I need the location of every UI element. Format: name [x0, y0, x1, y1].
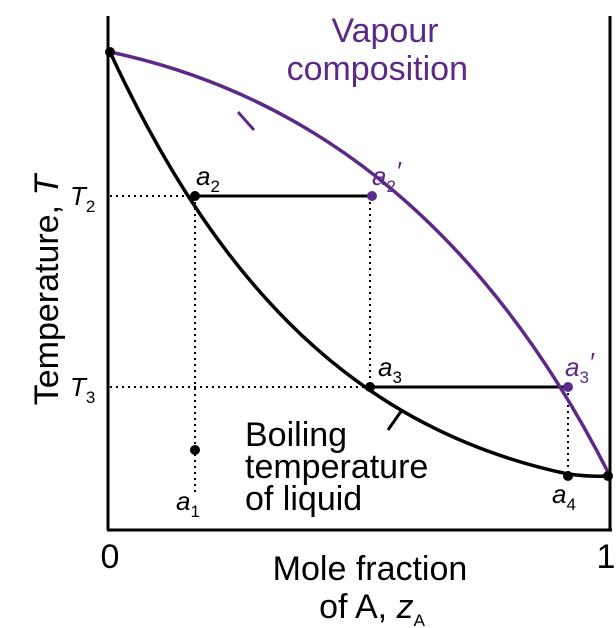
tie-lines: [195, 194, 568, 389]
subscript: 2: [386, 177, 395, 196]
prime: ′: [396, 156, 402, 186]
subscript: 3: [579, 368, 588, 387]
dot: [190, 191, 200, 201]
vapour-curve: [109, 50, 612, 477]
symbol: a: [176, 486, 190, 516]
symbol: a: [196, 161, 210, 191]
axes: [106, 16, 612, 532]
x-tick-label: 0: [101, 538, 120, 576]
symbol: T: [70, 181, 88, 211]
dot: [603, 471, 613, 481]
symbol: z: [396, 588, 414, 626]
point-label: a3′: [565, 347, 595, 387]
dot: [190, 445, 200, 455]
curve-label: composition: [287, 50, 468, 88]
point-label: a2: [196, 161, 220, 196]
dot: [367, 191, 377, 201]
y-tick-label: T3: [70, 372, 95, 407]
dot: [105, 47, 115, 57]
symbol: a: [378, 352, 392, 382]
subscript: 2: [86, 197, 95, 216]
guides: [110, 195, 569, 492]
dot: [365, 382, 375, 392]
y-axis-label: Temperature, T: [28, 173, 66, 406]
subscript: 1: [190, 502, 199, 521]
x-axis-label: Mole fraction: [273, 550, 468, 588]
curve-label: temperature: [245, 448, 428, 486]
subscript: 3: [392, 368, 401, 387]
point-label: a3: [378, 352, 402, 387]
symbol: T: [28, 173, 66, 196]
dot: [563, 382, 573, 392]
x-tick-label: 1: [597, 538, 616, 576]
point-label: a2′: [372, 156, 402, 196]
subscript: 3: [86, 388, 95, 407]
liquid-curve: [108, 51, 611, 478]
subscript: A: [414, 611, 426, 628]
pointer: [386, 409, 404, 431]
curve-label: Vapour: [331, 12, 438, 50]
symbol: a: [372, 161, 386, 191]
text: Temperature,: [28, 196, 66, 406]
curve-label: Boiling: [245, 416, 347, 454]
text: of A,: [319, 588, 397, 626]
point-label: a1: [176, 486, 200, 521]
y-tick-label: T2: [70, 181, 95, 216]
pointer: [236, 111, 256, 131]
symbol: T: [70, 372, 88, 402]
curve-label: of liquid: [245, 480, 362, 518]
dots: [105, 47, 613, 481]
symbol: a: [565, 352, 579, 382]
x-axis-label: of A, zA: [319, 588, 426, 628]
dot: [563, 471, 573, 481]
subscript: 4: [566, 495, 575, 514]
point-label: a4: [552, 479, 576, 514]
subscript: 2: [210, 177, 219, 196]
symbol: a: [552, 479, 566, 509]
prime: ′: [589, 347, 595, 377]
